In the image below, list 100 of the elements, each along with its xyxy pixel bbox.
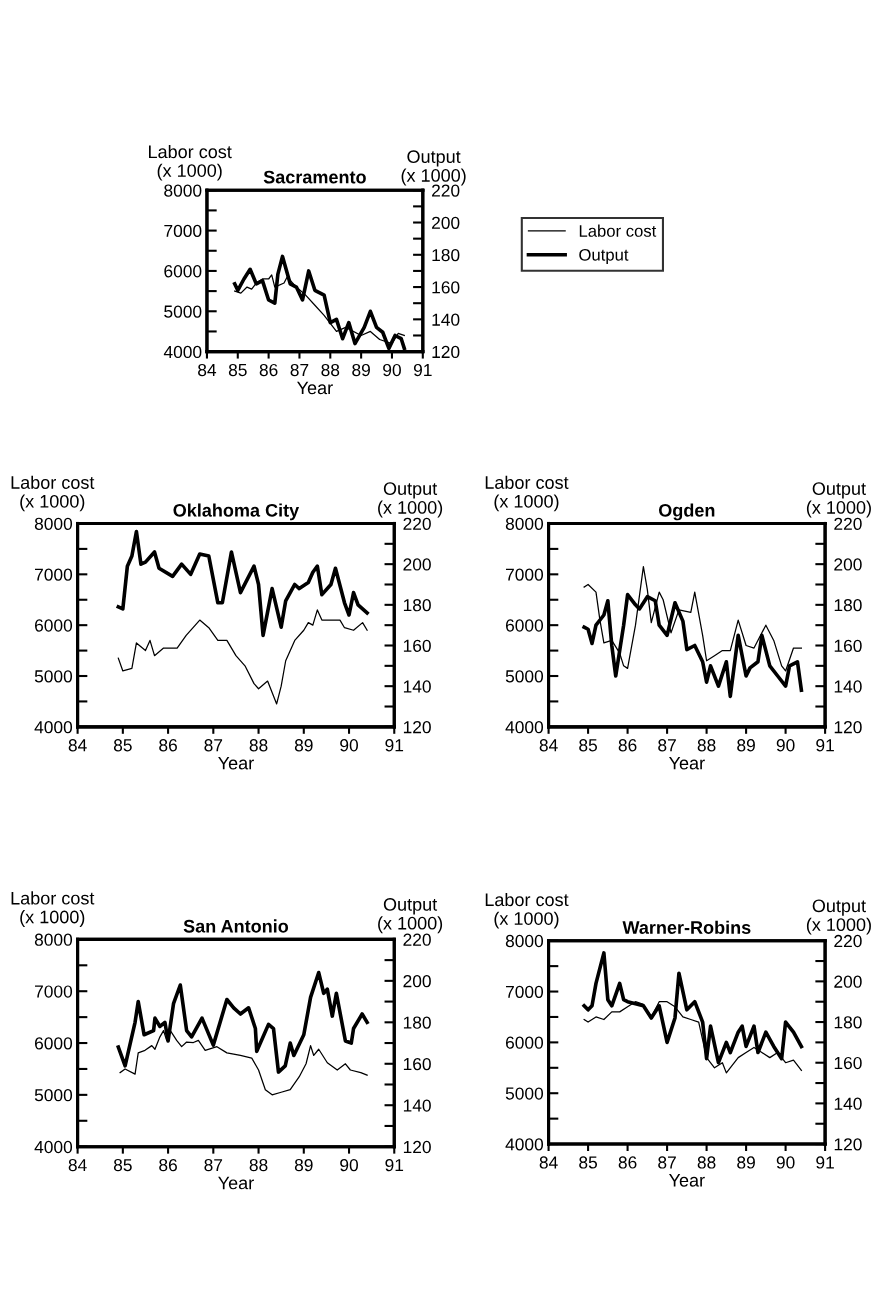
x-axis-title: Year <box>668 1174 705 1187</box>
x-tick-label: 91 <box>385 739 404 752</box>
x-tick-label: 88 <box>697 1156 716 1169</box>
x-tick-label: 91 <box>816 739 834 752</box>
y-tick-label: 4000 <box>505 721 544 734</box>
y2-tick-label: 120 <box>403 1140 431 1154</box>
y2-tick-label: 200 <box>834 558 862 571</box>
x-tick-label: 91 <box>385 1158 404 1172</box>
y-axis-title: Labor cost (x 1000) <box>485 475 569 512</box>
chart-title: San Antonio <box>183 919 289 933</box>
y2-tick-label: 180 <box>403 1016 431 1029</box>
chart-title: Sacramento <box>263 170 366 184</box>
x-tick-label: 90 <box>776 1156 795 1169</box>
y2-tick-label: 180 <box>834 599 862 612</box>
x-axis-title: Year <box>218 1176 254 1190</box>
y-tick-label: 4000 <box>505 1138 544 1151</box>
x-tick-label: 90 <box>776 739 795 752</box>
y-tick-label: 7000 <box>35 985 73 998</box>
y-tick-label: 4000 <box>34 721 73 734</box>
x-tick-label: 89 <box>737 739 755 752</box>
y2-tick-label: 140 <box>403 1099 431 1112</box>
y2-tick-label: 200 <box>403 975 431 988</box>
x-axis-title: Year <box>218 756 254 770</box>
y2-tick-label: 120 <box>432 345 460 359</box>
y2-tick-label: 140 <box>834 680 862 693</box>
y2-tick-label: 160 <box>834 639 862 652</box>
y-tick-label: 4000 <box>163 345 202 359</box>
y2-tick-label: 180 <box>834 1016 862 1029</box>
y2-axis-title: Output (x 1000) <box>401 150 466 186</box>
x-tick-label: 88 <box>249 739 268 752</box>
chart-title: Oklahoma City <box>173 503 300 521</box>
y2-axis-title: Output (x 1000) <box>806 899 871 935</box>
x-tick-label: 85 <box>228 363 247 377</box>
y2-tick-label: 200 <box>432 216 460 229</box>
y-tick-label: 5000 <box>505 1087 544 1100</box>
y2-tick-label: 140 <box>432 313 460 326</box>
y-axis-title: Labor cost (x 1000) <box>149 144 232 181</box>
y2-tick-label: 220 <box>834 934 862 948</box>
x-tick-label: 85 <box>579 1156 598 1169</box>
y2-axis-title: Output (x 1000) <box>806 482 871 518</box>
y-tick-label: 8000 <box>34 517 73 530</box>
y-tick-label: 7000 <box>505 985 544 999</box>
y2-tick-label: 120 <box>834 1138 862 1151</box>
y-tick-label: 7000 <box>35 568 73 581</box>
x-tick-label: 88 <box>249 1158 268 1172</box>
chart-title: Ogden <box>659 503 715 521</box>
y2-tick-label: 200 <box>834 975 862 988</box>
x-tick-label: 89 <box>294 739 313 752</box>
x-tick-label: 85 <box>113 739 132 752</box>
x-axis-title: Year <box>297 381 333 395</box>
x-tick-label: 85 <box>579 739 598 752</box>
x-axis-title: Year <box>668 756 705 770</box>
y-tick-label: 6000 <box>164 265 202 278</box>
y-tick-label: 8000 <box>505 934 544 948</box>
x-tick-label: 84 <box>68 739 87 752</box>
x-tick-label: 88 <box>321 363 340 377</box>
y2-tick-label: 120 <box>403 721 431 734</box>
x-tick-label: 91 <box>413 363 432 377</box>
chart-title: Warner-Robins <box>622 920 751 934</box>
y-tick-label: 8000 <box>505 517 544 530</box>
y-tick-label: 8000 <box>34 933 73 946</box>
x-tick-label: 84 <box>198 363 217 377</box>
x-tick-label: 86 <box>618 739 637 752</box>
x-tick-label: 87 <box>290 363 309 377</box>
x-tick-label: 89 <box>352 363 370 377</box>
y-tick-label: 5000 <box>34 1089 73 1102</box>
y-tick-label: 6000 <box>35 619 73 632</box>
x-tick-label: 88 <box>697 739 716 752</box>
y-tick-label: 6000 <box>505 1036 544 1049</box>
x-tick-label: 86 <box>259 363 278 377</box>
x-tick-label: 90 <box>383 363 401 377</box>
x-tick-label: 86 <box>618 1156 637 1169</box>
x-tick-label: 90 <box>340 1158 358 1172</box>
y2-tick-label: 220 <box>834 517 862 530</box>
y2-tick-label: 140 <box>834 1097 862 1110</box>
x-tick-label: 87 <box>204 739 223 752</box>
y2-tick-label: 160 <box>403 639 431 652</box>
y2-tick-label: 160 <box>403 1057 431 1071</box>
y-tick-label: 5000 <box>164 305 202 318</box>
y2-tick-label: 140 <box>403 680 431 693</box>
legend-label: Output <box>579 248 629 265</box>
y2-tick-label: 200 <box>403 558 431 571</box>
y2-tick-label: 160 <box>432 281 460 294</box>
x-tick-label: 87 <box>658 1156 676 1169</box>
y-tick-label: 8000 <box>164 184 202 197</box>
legend-label: Labor cost <box>579 224 657 237</box>
line-series <box>117 609 368 705</box>
x-tick-label: 87 <box>658 739 676 752</box>
x-tick-label: 84 <box>539 739 558 752</box>
x-tick-label: 89 <box>294 1158 313 1172</box>
x-tick-label: 85 <box>113 1158 132 1172</box>
y2-axis-title: Output (x 1000) <box>378 898 443 934</box>
y2-tick-label: 160 <box>834 1056 862 1070</box>
x-tick-label: 89 <box>737 1156 755 1169</box>
x-tick-label: 84 <box>68 1158 87 1172</box>
y-tick-label: 7000 <box>505 568 544 581</box>
y-tick-label: 6000 <box>505 619 544 632</box>
y2-tick-label: 220 <box>403 933 431 946</box>
y2-tick-label: 220 <box>432 184 460 197</box>
x-tick-label: 84 <box>539 1156 558 1169</box>
